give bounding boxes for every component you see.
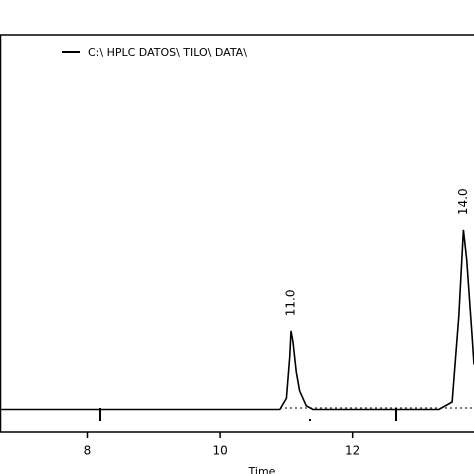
- x-tick-label: 10: [212, 444, 227, 458]
- dot: [309, 419, 311, 421]
- peak-label: 14.0: [456, 188, 470, 215]
- x-tick-label: 8: [84, 444, 92, 458]
- x-axis-title: Time: [248, 465, 276, 474]
- peak-label: 11.0: [284, 290, 298, 317]
- trace: [1, 229, 474, 411]
- legend-label: C:\ HPLC DATOS\ TILO\ DATA\: [88, 46, 247, 59]
- x-tick-label: 12: [345, 444, 360, 458]
